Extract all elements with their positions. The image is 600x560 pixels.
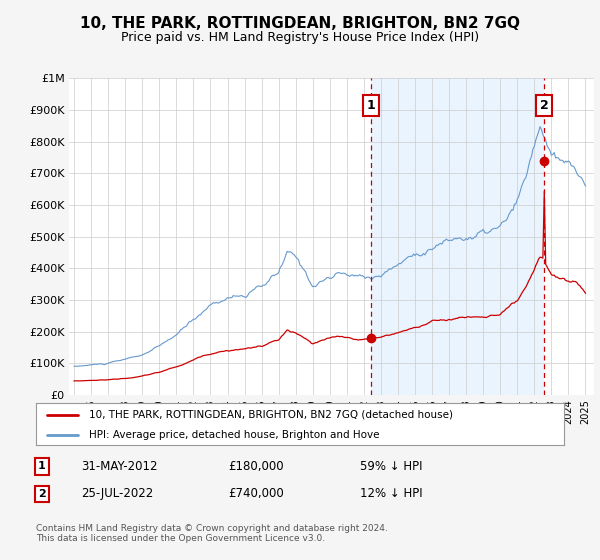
Text: 59% ↓ HPI: 59% ↓ HPI [360,460,422,473]
Text: 10, THE PARK, ROTTINGDEAN, BRIGHTON, BN2 7GQ (detached house): 10, THE PARK, ROTTINGDEAN, BRIGHTON, BN2… [89,410,453,420]
Text: 2: 2 [38,489,46,499]
Text: £180,000: £180,000 [228,460,284,473]
Text: 25-JUL-2022: 25-JUL-2022 [81,487,153,501]
Text: £740,000: £740,000 [228,487,284,501]
Bar [371,78,544,395]
Text: 12% ↓ HPI: 12% ↓ HPI [360,487,422,501]
Text: 1: 1 [367,99,376,112]
Text: 2: 2 [540,99,548,112]
Text: 31-MAY-2012: 31-MAY-2012 [81,460,157,473]
Text: 1: 1 [38,461,46,472]
Text: 10, THE PARK, ROTTINGDEAN, BRIGHTON, BN2 7GQ: 10, THE PARK, ROTTINGDEAN, BRIGHTON, BN2… [80,16,520,31]
Text: HPI: Average price, detached house, Brighton and Hove: HPI: Average price, detached house, Brig… [89,430,379,440]
Text: Price paid vs. HM Land Registry's House Price Index (HPI): Price paid vs. HM Land Registry's House … [121,31,479,44]
Text: Contains HM Land Registry data © Crown copyright and database right 2024.
This d: Contains HM Land Registry data © Crown c… [36,524,388,543]
